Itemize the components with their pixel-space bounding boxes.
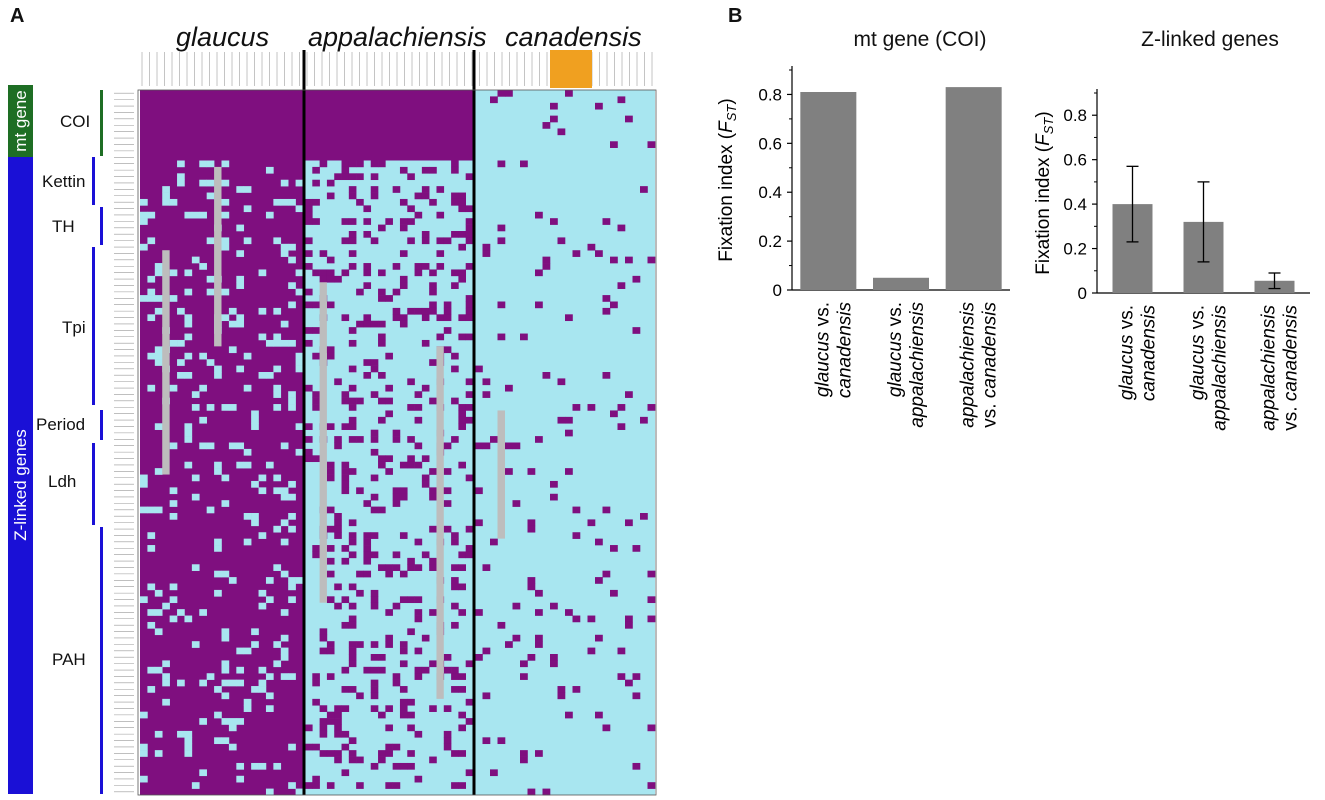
gene-bracket-kettin [92,157,95,205]
population-title-glaucus: glaucus [176,22,270,52]
sidebar-z-block: Z-linked genes [8,157,33,794]
y-tick-label: 0 [773,281,782,300]
population-title-appalachiensis: appalachiensis [308,22,487,52]
x-category-label: glaucus vs.canadensis [1117,305,1160,402]
chart-coi: 0 0.2 0.4 0.6 0.8 Fixation index (FST) glaucus… [716,66,1010,428]
chart-z: 0 0.2 0.4 0.6 0.8 Fixation index (FST) glaucus… [1033,89,1310,431]
x-category-label: glaucus vs.appalachiensis [1188,305,1231,431]
alignment-heatmap [110,50,657,796]
panel-b-letter: B [728,5,743,27]
x-category-label: appalachiensisvs. canadensis [1259,305,1302,431]
gene-bracket-th [100,207,103,245]
y-axis-label: Fixation index (FST) [1033,111,1056,274]
y-tick-label: 0.4 [1063,195,1087,214]
sidebar-mt-block: mt gene [8,85,33,157]
gene-label-period: Period [36,415,86,434]
x-category-label: glaucus vs.canadensis [812,302,855,399]
bar [800,92,857,290]
chart-body: 0 0.2 0.4 0.6 0.8 Fixation index (FST) glaucus… [716,66,1010,428]
gene-bracket-coi [100,90,103,156]
y-tick-label: 0.4 [758,183,782,202]
x-category-label: appalachiensisvs. canadensis [958,302,1001,428]
bar [945,87,1002,290]
y-tick-label: 0 [1078,284,1087,303]
chart-title-coi: mt gene (COI) [853,28,987,51]
gene-label-kettin: Kettin [42,172,86,191]
gene-bracket-pah [100,527,103,794]
gene-label-pah: PAH [52,650,86,669]
sidebar-z-label: Z-linked genes [11,429,30,541]
gene-label-ldh: Ldh [48,472,77,491]
highlighted-header [550,50,592,88]
sidebar-mt-label: mt gene [11,90,30,152]
chart-title-z: Z-linked genes [1141,28,1279,51]
y-tick-label: 0.2 [1063,240,1087,259]
chart-body: 0 0.2 0.4 0.6 0.8 Fixation index (FST) glaucus… [1033,89,1310,431]
y-tick-label: 0.6 [1063,151,1087,170]
y-tick-label: 0.8 [1063,106,1087,125]
gene-bracket-period [100,410,103,440]
population-title-canadensis: canadensis [505,22,642,52]
appalachiensis-mt-block [305,90,473,161]
panel-a-letter: A [10,5,25,27]
bar [873,277,929,290]
y-tick-label: 0.8 [758,85,782,104]
gene-bracket-tpi [92,247,95,405]
gene-label-tpi: Tpi [62,318,86,337]
gene-label-coi: COI [60,112,91,131]
x-category-label: glaucus vs.appalachiensis [885,302,928,428]
y-axis-label: Fixation index (FST) [716,98,739,261]
gene-bracket-ldh [92,443,95,525]
y-tick-label: 0.2 [758,232,782,251]
y-tick-label: 0.6 [758,134,782,153]
gene-label-th: TH [52,217,75,236]
